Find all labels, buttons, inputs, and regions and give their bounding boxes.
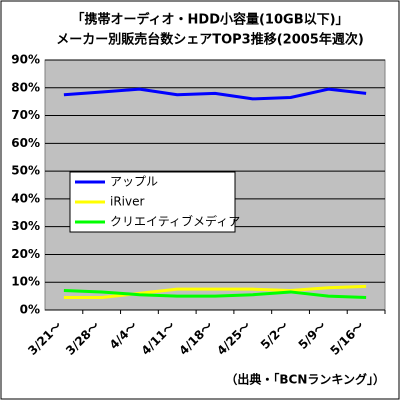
y-tick-label: 30% (11, 219, 40, 233)
y-tick-label: 70% (11, 108, 40, 122)
legend-label: クリエイティブメディア (110, 214, 240, 229)
y-tick-label: 50% (11, 164, 40, 178)
series-line (63, 87, 367, 101)
y-tick-label: 90% (11, 53, 40, 67)
y-tick-label: 60% (11, 136, 40, 150)
y-tick-label: 20% (11, 247, 40, 261)
y-tick-label: 80% (11, 80, 40, 94)
y-tick-label: 0% (20, 303, 40, 317)
source: （出典・「BCNランキング」） (225, 372, 385, 387)
series-line (63, 284, 367, 299)
series-line (63, 289, 367, 299)
chart-title: 「携帯オーディオ・HDD小容量(10GB以下)」 (71, 12, 348, 28)
legend-label: アップル (110, 175, 158, 189)
chart-title: メーカー別販売台数シェアTOP3推移(2005年週次) (56, 32, 364, 48)
y-tick-label: 40% (11, 191, 40, 205)
y-tick-label: 10% (11, 275, 40, 289)
legend-label: iRiver (110, 195, 144, 209)
